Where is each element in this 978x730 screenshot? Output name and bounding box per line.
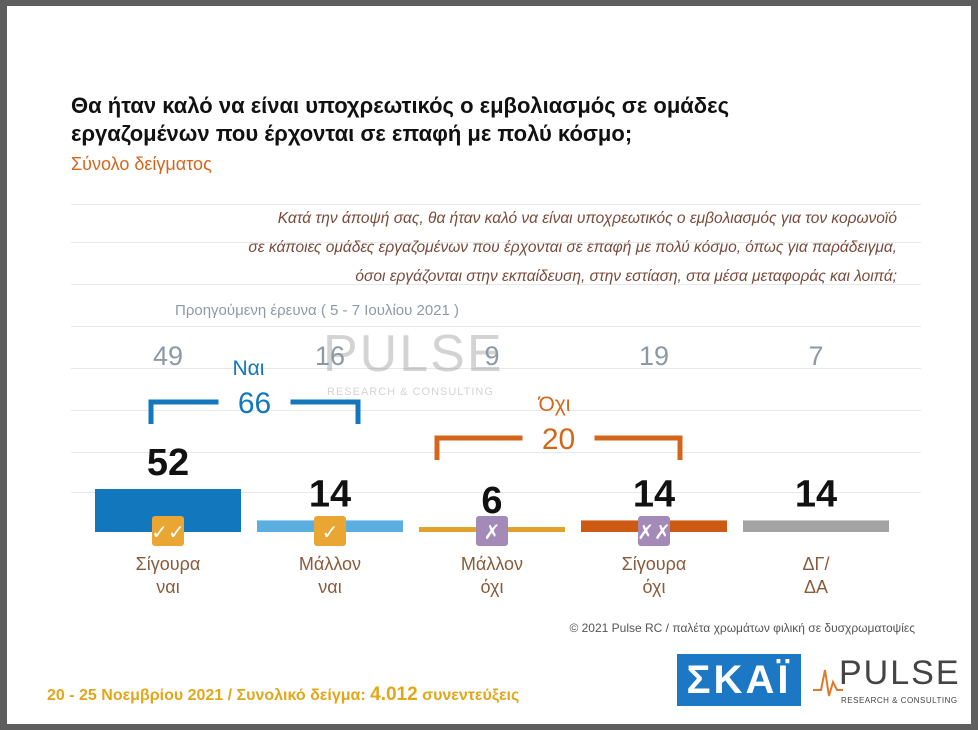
- question-line: σε κάποιες ομάδες εργαζομένων που έρχοντ…: [248, 239, 897, 256]
- question-text: Κατά την άποψή σας, θα ήταν καλό να είνα…: [127, 204, 897, 291]
- previous-value-label: 49: [153, 341, 183, 371]
- previous-survey-label: Προηγούμενη έρευνα ( 5 - 7 Ιουλίου 2021 …: [175, 302, 460, 319]
- category-label: όχι: [481, 577, 504, 597]
- gridline: [71, 326, 921, 327]
- gridline: [71, 492, 921, 493]
- check-icon: ✓✓: [151, 520, 185, 544]
- category-label: ναι: [156, 577, 179, 597]
- previous-value-label: 19: [639, 341, 669, 371]
- group-label: Ναι: [233, 357, 265, 380]
- skai-logo: ΣΚΑΪ: [677, 654, 801, 706]
- group-total: 66: [238, 387, 271, 420]
- group-total: 20: [542, 423, 575, 456]
- pulse-logo-text: PULSE: [839, 654, 961, 692]
- answer-badge: [476, 516, 508, 546]
- cross-icon: ✗✗: [637, 520, 671, 544]
- bar-chart: 52 49 Σίγουρα ναι 14 16 Μάλλον ναι 6 9 Μάλλον όχι 14…: [95, 341, 889, 597]
- data-label: 14: [795, 473, 837, 515]
- answer-badge: [638, 516, 670, 546]
- question-line: όσοι εργάζονται στην εκπαίδευση, στην εσ…: [355, 268, 897, 285]
- footer: 20 - 25 Νοεμβρίου 2021 / Συνολικό δείγμα…: [47, 684, 519, 706]
- category-label: Μάλλον: [461, 554, 523, 574]
- category-label: Σίγουρα: [622, 554, 687, 574]
- group-bracket-left: [434, 435, 523, 460]
- question-line: Κατά την άποψή σας, θα ήταν καλό να είνα…: [277, 210, 897, 227]
- chart-subtitle: Σύνολο δείγματος: [71, 154, 212, 174]
- credits: © 2021 Pulse RC / παλέτα χρωμάτων φιλική…: [569, 621, 915, 635]
- footer-dates: 20 - 25 Νοεμβρίου 2021 / Συνολικό δείγμα…: [47, 687, 366, 704]
- bar: [743, 520, 889, 532]
- chart-title: Θα ήταν καλό να είναι υποχρεωτικός ο εμβ…: [71, 93, 730, 146]
- group-bracket-right: [594, 435, 683, 460]
- gridline: [71, 284, 921, 285]
- slide: Θα ήταν καλό να είναι υποχρεωτικός ο εμβ…: [7, 6, 971, 724]
- previous-value-label: 9: [484, 341, 499, 371]
- gridline: [71, 452, 921, 453]
- group-bracket-left: [148, 399, 219, 424]
- gridline: [71, 410, 921, 411]
- answer-badge: [314, 516, 346, 546]
- footer-sample-suffix: συνεντεύξεις: [422, 687, 520, 704]
- gridline: [71, 368, 921, 369]
- group-label: Όχι: [538, 393, 571, 416]
- pulse-logo: PULSE RESEARCH & CONSULTING: [813, 654, 963, 710]
- group-bracket-right: [290, 399, 361, 424]
- data-label: 6: [481, 480, 502, 522]
- pulse-logo-tagline: RESEARCH & CONSULTING: [841, 696, 958, 705]
- data-label: 14: [309, 473, 351, 515]
- category-label: Σίγουρα: [136, 554, 201, 574]
- answer-badge: [152, 516, 184, 546]
- data-label: 52: [147, 442, 189, 484]
- data-label: 14: [633, 473, 675, 515]
- previous-value-label: 16: [315, 341, 345, 371]
- category-label: όχι: [643, 577, 666, 597]
- gridline: [71, 204, 921, 205]
- previous-value-label: 7: [808, 341, 823, 371]
- footer-sample-size: 4.012: [370, 684, 418, 705]
- pulse-wave-icon: [813, 669, 843, 697]
- gridline: [71, 242, 921, 243]
- category-label: Μάλλον: [299, 554, 361, 574]
- category-label: ΔΑ: [804, 577, 828, 597]
- category-label: ΔΓ/: [803, 554, 830, 574]
- check-icon: ✓: [322, 520, 339, 544]
- category-label: ναι: [318, 577, 341, 597]
- cross-icon: ✗: [484, 520, 501, 544]
